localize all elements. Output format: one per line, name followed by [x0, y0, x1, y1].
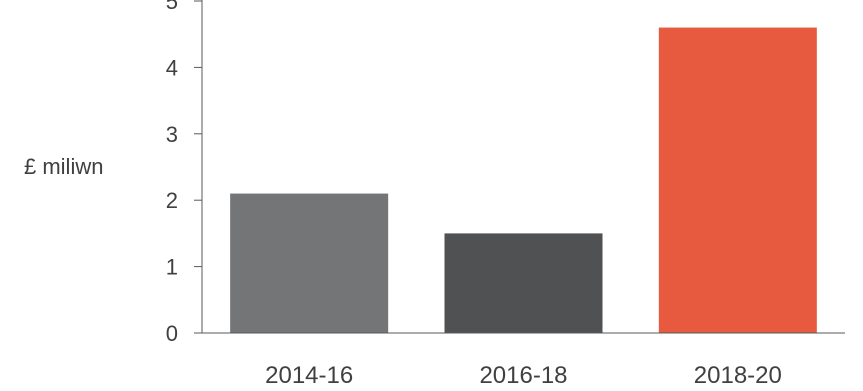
y-tick-label: 4	[166, 55, 178, 80]
bar-2016-18	[444, 233, 603, 333]
y-tick-label: 2	[166, 188, 178, 213]
y-tick-label: 0	[166, 321, 178, 346]
bar-2018-20	[658, 27, 817, 334]
x-tick-label: 2014-16	[265, 362, 353, 389]
y-axis-label: £ miliwn	[24, 154, 103, 179]
y-tick-label: 5	[166, 0, 178, 14]
x-axis: 2014-16 2016-18 2018-20	[202, 332, 845, 389]
y-tick-label: 3	[166, 122, 178, 147]
y-tick-label: 1	[166, 255, 178, 280]
y-axis: 0 1 2 3 4 5	[166, 0, 203, 346]
bar-2014-16	[230, 193, 389, 333]
x-tick-label: 2016-18	[479, 362, 567, 389]
bars	[230, 27, 817, 334]
x-tick-label: 2018-20	[694, 362, 782, 389]
